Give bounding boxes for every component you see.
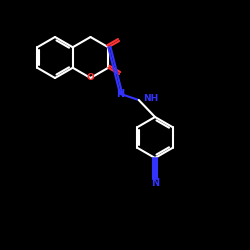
Text: O: O xyxy=(87,74,94,82)
Text: N: N xyxy=(116,89,124,99)
Text: NH: NH xyxy=(143,94,158,103)
Text: N: N xyxy=(151,178,159,188)
